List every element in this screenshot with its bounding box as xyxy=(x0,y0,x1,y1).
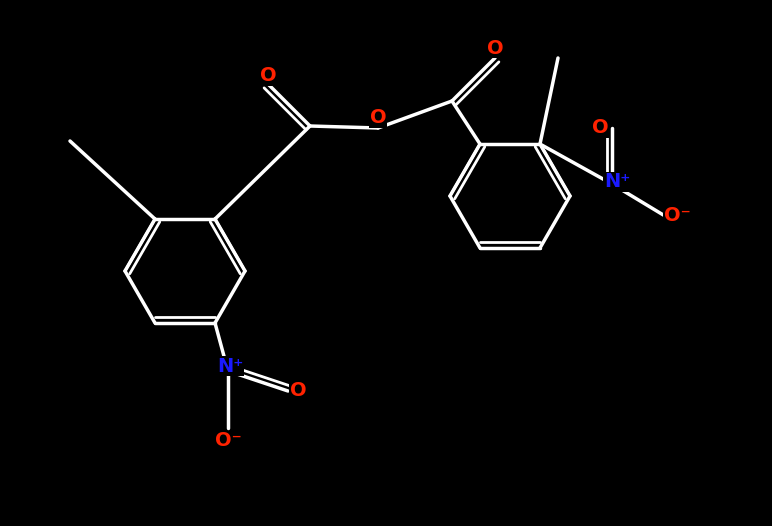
Text: O⁻: O⁻ xyxy=(215,431,242,450)
Text: O: O xyxy=(591,118,608,137)
Text: O: O xyxy=(259,66,276,86)
Text: O: O xyxy=(486,38,503,57)
Text: N⁺: N⁺ xyxy=(604,173,630,191)
Text: O⁻: O⁻ xyxy=(664,207,690,226)
Text: O: O xyxy=(290,381,306,400)
Text: N⁺: N⁺ xyxy=(217,357,243,376)
Text: O: O xyxy=(370,108,386,127)
